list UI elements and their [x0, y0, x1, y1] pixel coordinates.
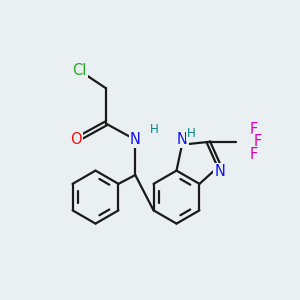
Text: N: N: [177, 132, 188, 147]
Text: Cl: Cl: [72, 63, 86, 78]
Text: F: F: [254, 134, 262, 149]
Text: N: N: [214, 164, 225, 179]
Text: O: O: [70, 132, 82, 147]
Text: H: H: [150, 124, 159, 136]
Text: N: N: [130, 132, 141, 147]
Text: H: H: [187, 127, 195, 140]
Text: F: F: [250, 122, 258, 137]
Text: F: F: [250, 147, 258, 162]
